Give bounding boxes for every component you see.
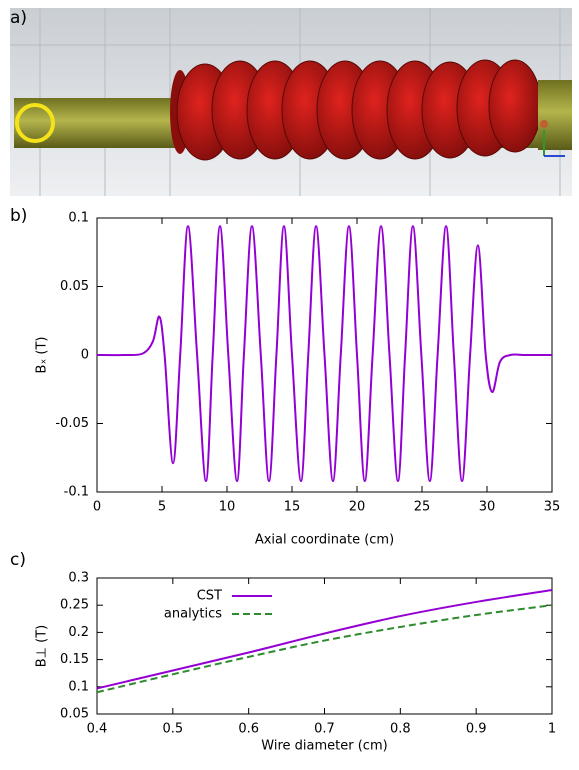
- x-axis-label: Axial coordinate (cm): [255, 533, 394, 548]
- y-tick-label: 0.05: [60, 279, 89, 294]
- legend-label: analytics: [164, 607, 222, 622]
- x-axis-label: Wire diameter (cm): [261, 739, 387, 754]
- y-axis-label: Bₓ (T): [35, 337, 50, 374]
- render-3d: [10, 8, 572, 196]
- x-tick-label: 25: [414, 500, 431, 515]
- panel-label: c): [10, 550, 26, 570]
- y-tick-label: 0.1: [68, 679, 89, 694]
- x-tick-label: 20: [349, 500, 366, 515]
- y-tick-label: 0.25: [60, 598, 89, 613]
- x-tick-label: 0.7: [314, 722, 335, 737]
- x-tick-label: 15: [284, 500, 301, 515]
- data-line: [96, 604, 553, 694]
- y-tick-label: 0.05: [60, 707, 89, 722]
- x-tick-label: 0.4: [87, 722, 108, 737]
- x-tick-label: 30: [479, 500, 496, 515]
- x-tick-label: 0.9: [466, 722, 487, 737]
- panel-label: b): [10, 206, 27, 226]
- y-tick-label: 0.1: [68, 211, 89, 226]
- y-tick-label: 0.15: [60, 652, 89, 667]
- x-tick-label: 5: [158, 500, 166, 515]
- legend-label: CST: [197, 589, 222, 604]
- x-tick-label: 0.5: [162, 722, 183, 737]
- x-tick-label: 1: [548, 722, 556, 737]
- plot-frame: [96, 577, 553, 715]
- y-tick-label: 0: [81, 348, 89, 363]
- panel-label: a): [10, 8, 27, 28]
- x-tick-label: 0.8: [390, 722, 411, 737]
- y-tick-label: -0.05: [55, 416, 89, 431]
- y-axis-label: B⊥ (T): [35, 625, 50, 667]
- data-line: [96, 588, 553, 690]
- x-tick-label: 0: [93, 500, 101, 515]
- y-tick-label: 0.3: [68, 571, 89, 586]
- y-tick-label: -0.1: [64, 485, 89, 500]
- x-tick-label: 10: [219, 500, 236, 515]
- x-tick-label: 0.6: [238, 722, 259, 737]
- x-tick-label: 35: [544, 500, 561, 515]
- data-line: [96, 225, 552, 483]
- y-tick-label: 0.2: [68, 625, 89, 640]
